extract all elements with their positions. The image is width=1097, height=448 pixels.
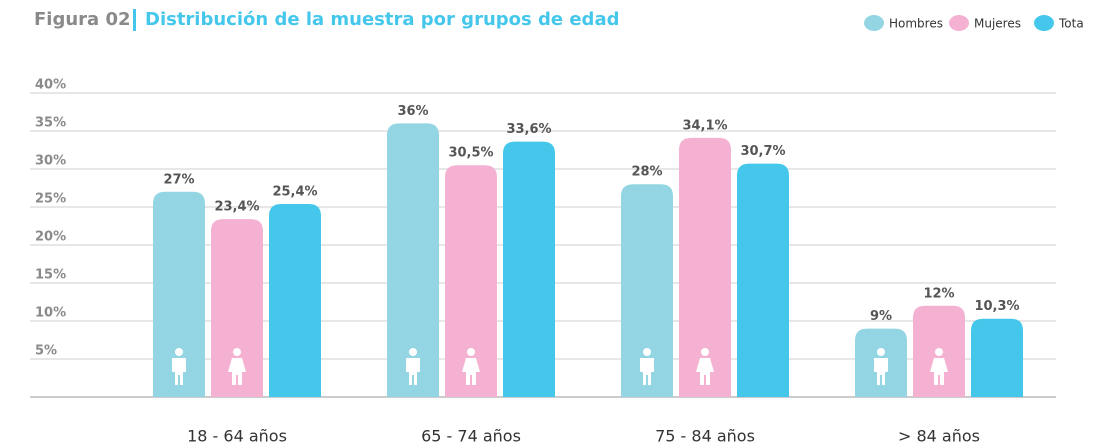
legend-swatch [1034, 15, 1054, 31]
y-tick-label: 10% [35, 306, 66, 321]
y-tick-label: 30% [35, 154, 66, 169]
legend-label: Hombres [889, 17, 943, 31]
value-label: 34,1% [682, 118, 727, 133]
bar [971, 318, 1023, 397]
bar [445, 165, 497, 397]
bar [679, 137, 731, 397]
x-tick-label: > 84 años [898, 427, 980, 446]
x-tick-label: 75 - 84 años [655, 427, 755, 446]
value-label: 36% [397, 104, 428, 119]
female-icon [462, 348, 480, 385]
y-tick-label: 25% [35, 192, 66, 207]
value-label: 27% [163, 172, 194, 187]
female-icon [228, 348, 246, 385]
x-tick-label: 65 - 74 años [421, 427, 521, 446]
male-icon [874, 348, 888, 385]
value-label: 30,5% [448, 146, 493, 161]
value-label: 12% [923, 286, 954, 301]
value-label: 10,3% [974, 299, 1019, 314]
value-label: 23,4% [214, 200, 259, 215]
value-label: 30,7% [740, 144, 785, 159]
bar [621, 184, 673, 397]
male-icon [172, 348, 186, 385]
bar [387, 123, 439, 398]
legend-label: Mujeres [974, 17, 1021, 31]
x-tick-label: 18 - 64 años [187, 427, 287, 446]
female-icon [696, 348, 714, 385]
y-tick-label: 15% [35, 268, 66, 283]
figure-label: Figura 02 [34, 9, 131, 30]
y-tick-label: 35% [35, 116, 66, 131]
bar [153, 191, 205, 397]
y-tick-label: 20% [35, 230, 66, 245]
female-icon [930, 348, 948, 385]
y-tick-label: 40% [35, 78, 66, 93]
value-label: 28% [631, 165, 662, 180]
legend-label: Tota [1058, 17, 1084, 31]
chart-title: Distribución de la muestra por grupos de… [145, 9, 619, 30]
bar [737, 163, 789, 397]
bar [269, 203, 321, 397]
legend-swatch [949, 15, 969, 31]
bar [503, 141, 555, 397]
title-separator [133, 9, 136, 31]
male-icon [406, 348, 420, 385]
bar [211, 219, 263, 397]
value-label: 9% [870, 309, 892, 324]
legend-swatch [864, 15, 884, 31]
male-icon [640, 348, 654, 385]
value-label: 25,4% [272, 184, 317, 199]
value-label: 33,6% [506, 122, 551, 137]
y-tick-label: 5% [35, 344, 57, 359]
